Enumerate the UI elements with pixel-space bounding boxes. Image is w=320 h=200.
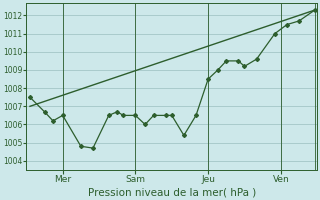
X-axis label: Pression niveau de la mer( hPa ): Pression niveau de la mer( hPa )	[88, 187, 256, 197]
